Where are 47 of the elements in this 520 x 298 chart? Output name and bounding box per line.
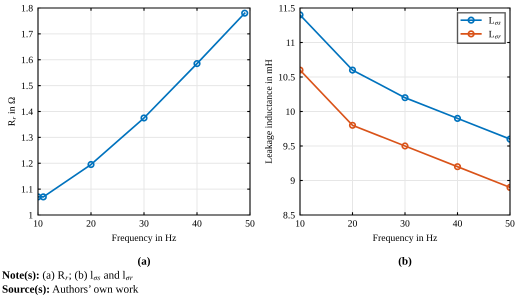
point xyxy=(87,160,95,168)
y-tick-label: 1.3 xyxy=(22,134,33,141)
x-axis-title: Frequency in Hz xyxy=(112,234,176,244)
point xyxy=(40,193,47,200)
source-note: Source(s): Authors’ own work xyxy=(2,284,138,296)
y-axis-title: Leakage inductance in mH xyxy=(265,60,274,164)
y-tick-label: 11.5 xyxy=(279,4,295,12)
y-tick-label: 1.4 xyxy=(22,108,33,116)
x-tick-label: 30 xyxy=(140,220,148,227)
x-tick-label: 40 xyxy=(452,220,462,227)
text: Note(s): (a) R$_{r}$; (b) l$_{σs}$ and l$_{σr}$ xyxy=(2,270,133,282)
y-tick-label: 1.1 xyxy=(22,186,33,193)
y-tick-label: 11 xyxy=(286,39,295,46)
y-tick-label: 1.7 xyxy=(22,30,33,38)
y-axis-title: R$_{r}$ in Ω xyxy=(8,97,16,126)
point xyxy=(140,114,148,122)
text: (b) xyxy=(398,256,412,268)
y-tick-label: 10 xyxy=(286,108,295,115)
point xyxy=(193,60,201,68)
x-axis-title: Frequency in Hz xyxy=(372,234,438,244)
y-tick-label: 8.5 xyxy=(283,212,295,219)
point xyxy=(348,66,356,74)
y-tick-label: 10.5 xyxy=(278,74,295,81)
y-tick-label: 9 xyxy=(290,177,295,184)
text: (a) xyxy=(138,256,150,268)
y-tick-label: 1.2 xyxy=(22,160,33,167)
point xyxy=(454,114,462,122)
x-tick-label: 30 xyxy=(400,220,410,227)
point xyxy=(348,122,356,129)
point xyxy=(401,94,409,102)
legend-label: L$_{σs}$ xyxy=(488,17,501,25)
y-tick-label: 1.6 xyxy=(22,56,33,64)
point xyxy=(454,163,462,170)
x-tick-label: 50 xyxy=(506,220,514,227)
y-tick-label: 1.5 xyxy=(22,82,33,90)
x-tick-label: 10 xyxy=(296,220,304,227)
point xyxy=(241,10,248,17)
legend-label: L$_{σr}$ xyxy=(488,30,501,39)
y-tick-label: 1 xyxy=(29,212,33,218)
x-tick-label: 20 xyxy=(348,220,357,227)
x-tick-label: 50 xyxy=(246,220,254,227)
y-tick-label: 1.8 xyxy=(22,4,33,12)
x-tick-label: 40 xyxy=(192,220,202,227)
y-tick-label: 9.5 xyxy=(283,142,295,150)
point xyxy=(401,142,409,150)
x-tick-label: 20 xyxy=(86,220,96,227)
x-tick-label: 10 xyxy=(34,220,42,227)
